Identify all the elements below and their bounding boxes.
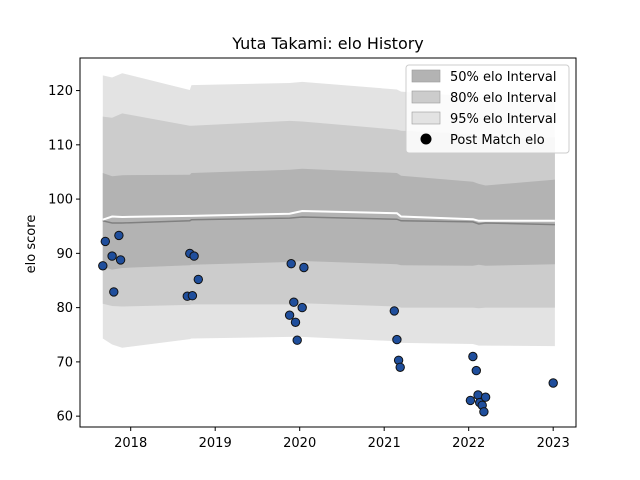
post-match-point-15 xyxy=(290,317,301,327)
legend-swatch-1 xyxy=(411,69,441,83)
y-axis-label: elo score xyxy=(24,215,39,274)
legend-label-3: 95% elo Interval xyxy=(450,112,557,127)
y-tick-label-100: 100 xyxy=(48,193,73,208)
axes-frame xyxy=(79,57,577,428)
post-match-point-6 xyxy=(115,255,126,265)
x-tick-label-2018: 2018 xyxy=(114,436,147,451)
y-tick-label-90: 90 xyxy=(56,247,73,262)
white-elo-line xyxy=(102,209,555,222)
legend-label-1: 50% elo Interval xyxy=(450,70,557,85)
post-match-point-17 xyxy=(297,302,307,313)
post-match-point-11 xyxy=(193,274,204,285)
y-tick-label-110: 110 xyxy=(48,138,73,153)
post-match-point-24 xyxy=(468,351,478,362)
post-match-point-26 xyxy=(473,390,483,400)
legend-swatch-3 xyxy=(411,111,441,125)
post-match-point-29 xyxy=(479,407,489,417)
post-match-point-20 xyxy=(392,334,402,345)
legend-frame xyxy=(405,64,570,154)
post-match-point-1 xyxy=(98,261,108,271)
legend-label-4: Post Match elo xyxy=(450,133,545,148)
x-tick-label-2021: 2021 xyxy=(368,436,401,451)
post-match-point-10 xyxy=(189,251,199,261)
x-tick-label-2022: 2022 xyxy=(452,436,485,451)
y-tick-label-80: 80 xyxy=(56,301,73,316)
post-match-point-31 xyxy=(548,378,558,388)
post-match-point-9 xyxy=(187,291,198,301)
x-tick-label-2019: 2019 xyxy=(199,436,232,451)
post-match-point-3 xyxy=(107,251,117,261)
legend-label-2: 80% elo Interval xyxy=(450,91,557,106)
post-match-point-22 xyxy=(395,362,405,372)
y-tick-label-70: 70 xyxy=(56,355,73,370)
chart-title: Yuta Takami: elo History xyxy=(231,34,424,53)
legend-marker-4 xyxy=(420,133,432,145)
post-match-point-16 xyxy=(292,335,302,345)
post-match-point-14 xyxy=(289,297,299,307)
x-tick-label-2023: 2023 xyxy=(537,436,570,451)
post-match-point-25 xyxy=(471,365,481,376)
y-tick-label-120: 120 xyxy=(48,84,73,99)
axes: 2018 2019 2020 2021 2022 2023 60 70 80 90 100 110 12… xyxy=(48,57,577,451)
post-match-point-23 xyxy=(465,395,476,406)
post-match-point-5 xyxy=(114,230,124,241)
y-tick-label-60: 60 xyxy=(56,410,73,425)
x-tick-label-2020: 2020 xyxy=(283,436,316,451)
mean-elo-line xyxy=(102,216,555,226)
post-match-point-19 xyxy=(389,306,399,316)
legend-swatch-2 xyxy=(411,90,441,104)
band-50-interval xyxy=(102,168,555,270)
legend: 50% elo Interval 80% elo Interval 95% elo … xyxy=(405,64,570,154)
post-match-point-30 xyxy=(480,392,491,402)
post-match-point-13 xyxy=(286,259,296,269)
post-match-point-2 xyxy=(100,236,111,247)
post-match-point-18 xyxy=(299,262,309,273)
post-match-point-4 xyxy=(109,287,119,297)
post-match-point-12 xyxy=(284,310,295,320)
